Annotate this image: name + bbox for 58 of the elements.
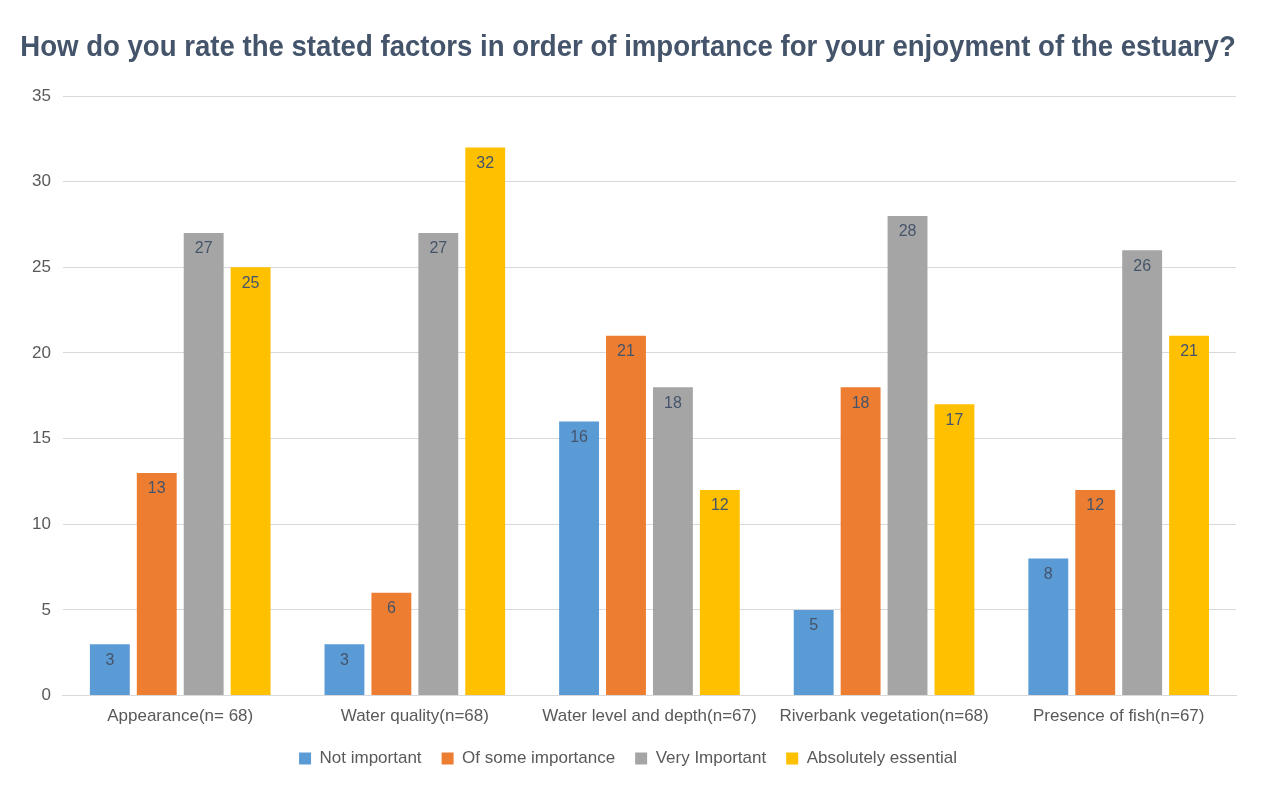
data-label: 8 (1043, 564, 1053, 582)
data-label: 27 (194, 239, 213, 257)
data-label: 21 (617, 342, 635, 360)
bar (887, 215, 928, 696)
y-tick-label: 0 (41, 685, 51, 705)
bar (136, 472, 177, 696)
data-label: 12 (1086, 496, 1105, 514)
x-tick-label: Riverbank vegetation(n=68) (779, 706, 989, 726)
bar (606, 335, 646, 696)
legend-label: Absolutely essential (806, 748, 957, 768)
bar (559, 421, 600, 696)
y-tick-label: 5 (41, 599, 51, 619)
y-tick-label: 25 (31, 257, 51, 276)
x-tick-label: Water level and depth(n=67) (542, 706, 757, 726)
bar (1028, 558, 1069, 696)
data-label: 25 (241, 273, 260, 291)
bar (793, 609, 834, 696)
data-label: 26 (1133, 256, 1152, 274)
data-label: 18 (851, 393, 870, 411)
x-tick-label: Water quality(n=68) (340, 706, 489, 726)
bar (418, 233, 459, 696)
data-label: 3 (105, 650, 115, 668)
bar (934, 404, 975, 696)
x-tick-label: Appearance(n= 68) (107, 706, 254, 726)
y-tick-label: 35 (31, 85, 51, 105)
bar (465, 147, 506, 696)
bar (1122, 250, 1163, 696)
bar (1169, 335, 1210, 696)
bar (183, 233, 224, 696)
bar (840, 387, 881, 696)
bar (1075, 490, 1116, 696)
data-label: 6 (386, 599, 396, 617)
data-label: 5 (809, 616, 819, 634)
legend-label: Of some importance (462, 748, 616, 768)
data-label: 21 (1180, 342, 1199, 360)
bar (371, 592, 412, 696)
y-tick-label: 15 (31, 428, 51, 448)
chart-title: How do you rate the stated factors in order of importance for your enjoyment of the estuary? (20, 29, 1236, 63)
y-tick-label: 10 (31, 513, 51, 533)
data-label: 28 (898, 222, 917, 240)
data-label: 32 (476, 153, 495, 171)
y-tick-label: 30 (31, 171, 51, 191)
data-label: 27 (429, 239, 448, 257)
data-label: 18 (664, 393, 682, 411)
bar (652, 387, 693, 696)
data-label: 16 (570, 427, 589, 445)
data-label: 12 (710, 496, 729, 514)
bar (324, 644, 365, 696)
x-tick-label: Presence of fish(n=67) (1032, 706, 1205, 726)
bar (230, 267, 271, 696)
bar (699, 490, 740, 696)
bar (89, 644, 130, 696)
data-label: 3 (340, 650, 349, 668)
data-label: 13 (147, 479, 166, 497)
legend-label: Not important (319, 748, 422, 768)
data-label: 17 (945, 410, 964, 428)
legend-label: Very Important (655, 748, 767, 768)
y-tick-label: 20 (31, 342, 51, 362)
